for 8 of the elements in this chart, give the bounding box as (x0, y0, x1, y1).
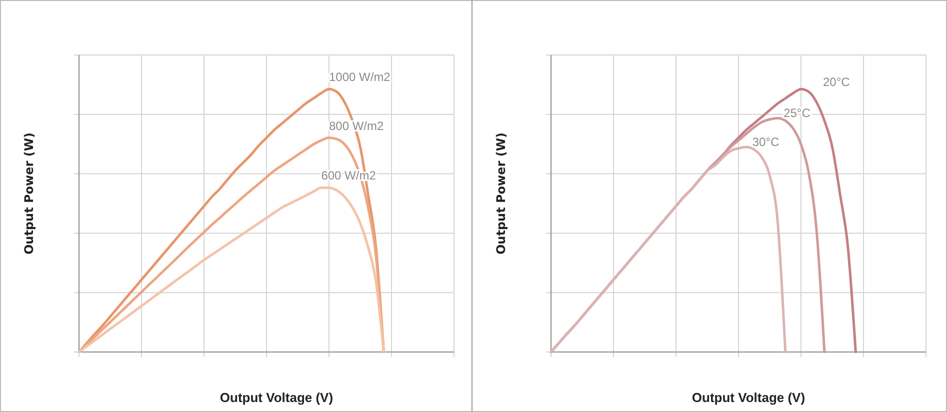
x-axis-title: Output Voltage (V) (220, 390, 334, 405)
series-label: 1000 W/m2 (329, 70, 391, 84)
series-label: 30°C (752, 134, 780, 149)
x-axis-title: Output Voltage (V) (692, 390, 806, 405)
y-axis-title: Output Power (W) (494, 132, 508, 255)
y-axis-title: Output Power (W) (22, 132, 36, 255)
series-label: 25°C (784, 106, 811, 120)
series-label: 20°C (823, 75, 850, 90)
